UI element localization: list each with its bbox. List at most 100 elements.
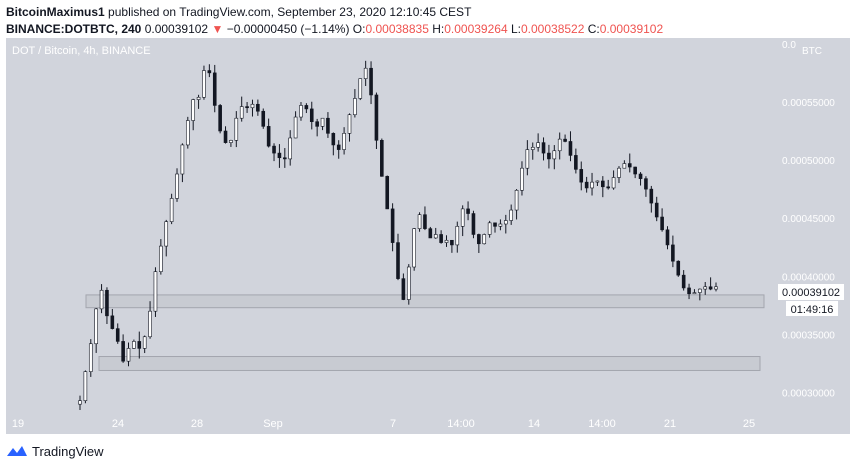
publish-info: published on TradingView.com, September … [108, 5, 472, 19]
candle-body [342, 133, 346, 150]
candle-body [115, 328, 120, 342]
candle-body [455, 226, 460, 246]
time-axis[interactable] [6, 410, 850, 434]
candle-body [99, 289, 104, 310]
candle-body [498, 223, 503, 227]
candle-body [687, 287, 691, 295]
low-value: 0.00038522 [520, 22, 585, 36]
candle-body [423, 214, 427, 229]
candle-body [552, 150, 557, 160]
candle-body [88, 343, 93, 372]
candle-body [676, 260, 681, 276]
candle-body [315, 121, 319, 127]
candle-body [396, 242, 400, 279]
support-zone[interactable] [85, 294, 765, 309]
candle-body [665, 229, 670, 246]
candle-body [288, 137, 293, 160]
author-name[interactable]: BitcoinMaximus1 [6, 5, 105, 19]
candle-body [574, 155, 578, 170]
candle-body [164, 221, 169, 247]
candle-body [105, 289, 109, 317]
y-tick-label: 0.00050000 [782, 156, 835, 167]
candle-body [320, 117, 325, 127]
price-chart[interactable]: DOT / Bitcoin, 4h, BINANCE BTC 0.0 0.0005… [0, 38, 850, 438]
candle-body [590, 181, 594, 189]
last-value: 0.00039102 [144, 22, 209, 36]
y-tick-label: 0.00045000 [782, 214, 835, 225]
candle-body [681, 274, 686, 289]
candle-body [390, 208, 395, 243]
candle-body [78, 400, 82, 405]
candle-body [541, 142, 546, 154]
candle-body [649, 188, 654, 204]
candle-body [644, 178, 648, 190]
y-tick-label: 0.00040000 [782, 272, 835, 283]
candle-body [460, 208, 465, 227]
chart-title: DOT / Bitcoin, 4h, BINANCE [12, 45, 151, 57]
candle-body [299, 105, 303, 118]
x-tick-label: Sep [263, 418, 283, 430]
x-tick-label: 7 [390, 418, 396, 430]
open-label: O: [352, 22, 366, 36]
candle-body [698, 288, 702, 293]
low-label: L: [510, 22, 521, 36]
candle-body [708, 286, 713, 290]
candle-body [477, 234, 481, 245]
candle-body [579, 169, 584, 183]
candle-body [266, 126, 271, 147]
x-tick-label: 28 [191, 418, 203, 430]
candle-body [202, 70, 206, 98]
candle-body [525, 149, 530, 169]
candle-body [94, 308, 98, 345]
y-tick-label: 0.00055000 [782, 98, 835, 109]
candle-body [627, 163, 632, 168]
candle-body [439, 234, 443, 243]
tradingview-brand[interactable]: TradingView [32, 443, 104, 459]
candle-body [309, 108, 314, 122]
candle-body [304, 105, 309, 110]
candle-body [487, 222, 492, 235]
high-label: H: [432, 22, 445, 36]
candle-body [417, 214, 422, 229]
candle-body [444, 239, 449, 243]
candle-body [83, 371, 88, 402]
candle-body [385, 176, 390, 210]
candle-body [617, 167, 621, 178]
candle-body [520, 167, 524, 191]
candle-body [369, 67, 373, 96]
candle-body [218, 105, 222, 132]
candle-body [153, 271, 158, 312]
candle-body [412, 228, 416, 268]
chart-header: BitcoinMaximus1 published on TradingView… [6, 4, 846, 40]
candle-body [611, 177, 616, 189]
x-tick-label: 14:00 [588, 418, 616, 430]
candle-body [245, 106, 249, 109]
candle-body [466, 208, 470, 214]
support-zone[interactable] [98, 356, 761, 371]
candle-body [229, 140, 233, 143]
candle-body [234, 117, 239, 141]
candle-body [514, 189, 519, 211]
candle-body [530, 146, 535, 150]
candle-body [503, 220, 508, 225]
candle-body [363, 67, 368, 79]
candle-body [536, 142, 540, 148]
candle-body [159, 245, 163, 272]
candle-body [110, 315, 115, 329]
candle-body [703, 286, 708, 290]
candle-body [132, 341, 136, 349]
candle-body [353, 98, 357, 116]
y-tick-label: 0.00030000 [782, 389, 835, 400]
candle-body [692, 292, 697, 295]
x-tick-label: 21 [664, 418, 676, 430]
tradingview-logo-icon [7, 446, 27, 456]
candle-body [401, 278, 406, 300]
candle-body [239, 106, 244, 119]
candle-body [606, 186, 611, 189]
candle-body [509, 209, 513, 221]
candle-body [169, 198, 174, 222]
price-axis[interactable] [775, 38, 850, 410]
candle-body [293, 116, 298, 139]
y-tick-label: 0.00035000 [782, 330, 835, 341]
open-value: 0.00038835 [365, 22, 429, 36]
